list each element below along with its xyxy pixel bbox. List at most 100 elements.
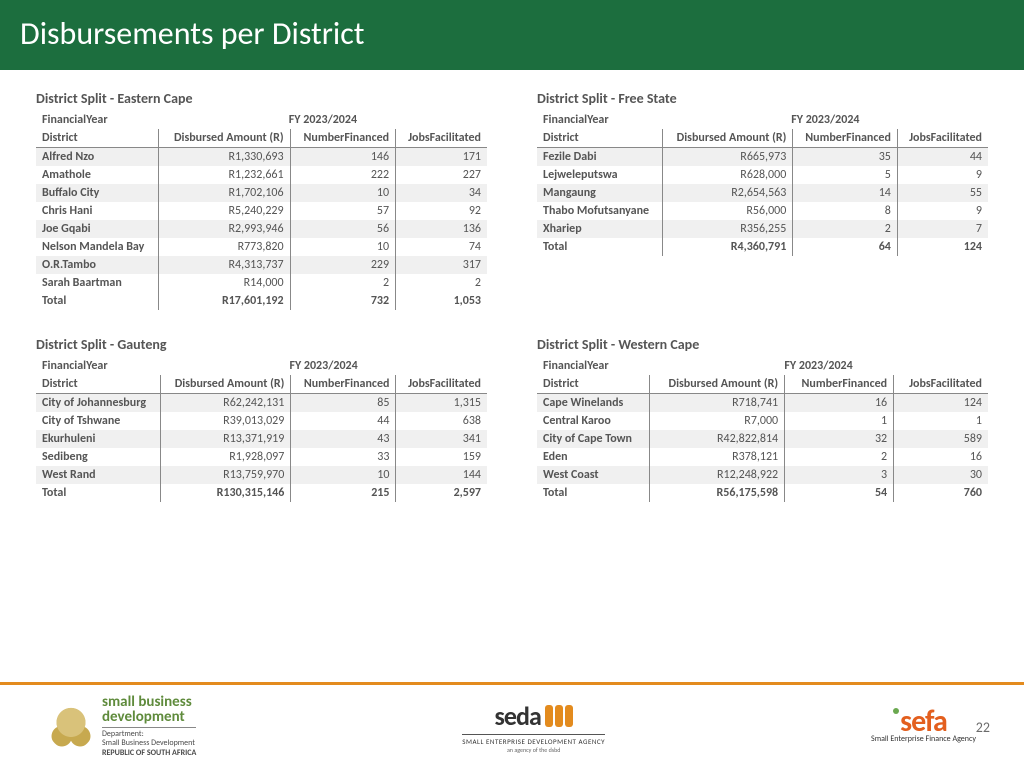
total-row: TotalR130,315,1462152,597 <box>36 484 487 502</box>
col-numberfinanced: NumberFinanced <box>290 129 396 148</box>
coat-of-arms-icon <box>48 704 94 750</box>
total-cell: Total <box>537 484 649 502</box>
cell: Lejweleputswa <box>537 166 663 184</box>
seda-bars-icon <box>545 705 573 727</box>
total-cell: 64 <box>793 238 898 256</box>
cell: West Rand <box>36 466 160 484</box>
cell: R14,000 <box>159 274 290 292</box>
cell: 1 <box>785 412 894 430</box>
table-row: Nelson Mandela BayR773,8201074 <box>36 238 487 256</box>
district-table: FinancialYearFY 2023/2024DistrictDisburs… <box>537 357 988 502</box>
table-row: Alfred NzoR1,330,693146171 <box>36 148 487 167</box>
cell: 1 <box>894 412 988 430</box>
total-cell: Total <box>36 292 159 310</box>
cell: Ekurhuleni <box>36 430 160 448</box>
seda-sub: SMALL ENTERPRISE DEVELOPMENT AGENCY <box>462 734 605 746</box>
cell: R628,000 <box>663 166 793 184</box>
total-cell: R17,601,192 <box>159 292 290 310</box>
cell: 2 <box>396 274 487 292</box>
cell: 124 <box>894 394 988 413</box>
panel-title: District Split - Free State <box>537 90 988 107</box>
table-row: Buffalo CityR1,702,1061034 <box>36 184 487 202</box>
table-row: XhariepR356,25527 <box>537 220 988 238</box>
district-panel: District Split - Eastern CapeFinancialYe… <box>36 90 487 310</box>
cell: R7,000 <box>649 412 785 430</box>
total-row: TotalR56,175,59854760 <box>537 484 988 502</box>
table-row: EkurhuleniR13,371,91943341 <box>36 430 487 448</box>
cell: 222 <box>290 166 396 184</box>
cell: 638 <box>396 412 487 430</box>
cell: R4,313,737 <box>159 256 290 274</box>
col-jobs: JobsFacilitated <box>396 375 487 394</box>
seda-word: seda <box>495 700 541 732</box>
cell: 144 <box>396 466 487 484</box>
cell: 35 <box>793 148 898 167</box>
cell: R13,371,919 <box>160 430 291 448</box>
district-panel: District Split - GautengFinancialYearFY … <box>36 336 487 502</box>
cell: Nelson Mandela Bay <box>36 238 159 256</box>
seda-sub2: an agency of the dsbd <box>462 746 605 754</box>
cell: Sarah Baartman <box>36 274 159 292</box>
cell: 85 <box>291 394 396 413</box>
cell: 171 <box>396 148 487 167</box>
total-cell: 760 <box>894 484 988 502</box>
cell: 8 <box>793 202 898 220</box>
cell: Buffalo City <box>36 184 159 202</box>
cell: 227 <box>396 166 487 184</box>
cell: R5,240,229 <box>159 202 290 220</box>
col-disbursed: Disbursed Amount (R) <box>649 375 785 394</box>
table-row: West RandR13,759,97010144 <box>36 466 487 484</box>
col-jobs: JobsFacilitated <box>894 375 988 394</box>
cell: Amathole <box>36 166 159 184</box>
col-fy: FY 2023/2024 <box>159 111 487 129</box>
cell: City of Tshwane <box>36 412 160 430</box>
cell: 30 <box>894 466 988 484</box>
col-fy: FY 2023/2024 <box>663 111 988 129</box>
col-numberfinanced: NumberFinanced <box>291 375 396 394</box>
cell: 317 <box>396 256 487 274</box>
cell: R718,741 <box>649 394 785 413</box>
col-jobs: JobsFacilitated <box>396 129 487 148</box>
table-row: Fezile DabiR665,9733544 <box>537 148 988 167</box>
col-financialyear: FinancialYear <box>36 357 160 375</box>
panel-title: District Split - Gauteng <box>36 336 487 353</box>
sbd-logo: small business development Department: S… <box>48 695 196 758</box>
cell: Central Karoo <box>537 412 649 430</box>
cell: R56,000 <box>663 202 793 220</box>
cell: 146 <box>290 148 396 167</box>
cell: Eden <box>537 448 649 466</box>
col-numberfinanced: NumberFinanced <box>793 129 898 148</box>
total-row: TotalR17,601,1927321,053 <box>36 292 487 310</box>
cell: R62,242,131 <box>160 394 291 413</box>
col-disbursed: Disbursed Amount (R) <box>663 129 793 148</box>
table-row: SedibengR1,928,09733159 <box>36 448 487 466</box>
page-number: 22 <box>976 719 990 736</box>
cell: Sedibeng <box>36 448 160 466</box>
cell: Cape Winelands <box>537 394 649 413</box>
total-cell: Total <box>36 484 160 502</box>
content-grid: District Split - Eastern CapeFinancialYe… <box>0 70 1024 502</box>
col-financialyear: FinancialYear <box>537 357 649 375</box>
cell: 32 <box>785 430 894 448</box>
cell: 10 <box>290 238 396 256</box>
col-financialyear: FinancialYear <box>537 111 663 129</box>
total-cell: 2,597 <box>396 484 487 502</box>
table-row: EdenR378,121216 <box>537 448 988 466</box>
col-district: District <box>36 375 160 394</box>
col-numberfinanced: NumberFinanced <box>785 375 894 394</box>
cell: R42,822,814 <box>649 430 785 448</box>
col-disbursed: Disbursed Amount (R) <box>160 375 291 394</box>
table-row: Sarah BaartmanR14,00022 <box>36 274 487 292</box>
sbd-line2: development <box>102 710 196 725</box>
cell: 55 <box>897 184 988 202</box>
cell: R13,759,970 <box>160 466 291 484</box>
cell: R1,330,693 <box>159 148 290 167</box>
cell: R2,993,946 <box>159 220 290 238</box>
seda-logo: seda SMALL ENTERPRISE DEVELOPMENT AGENCY… <box>462 700 605 754</box>
table-row: City of TshwaneR39,013,02944638 <box>36 412 487 430</box>
sbd-text: small business development Department: S… <box>102 695 196 758</box>
panel-title: District Split - Western Cape <box>537 336 988 353</box>
cell: 14 <box>793 184 898 202</box>
total-row: TotalR4,360,79164124 <box>537 238 988 256</box>
table-row: Cape WinelandsR718,74116124 <box>537 394 988 413</box>
